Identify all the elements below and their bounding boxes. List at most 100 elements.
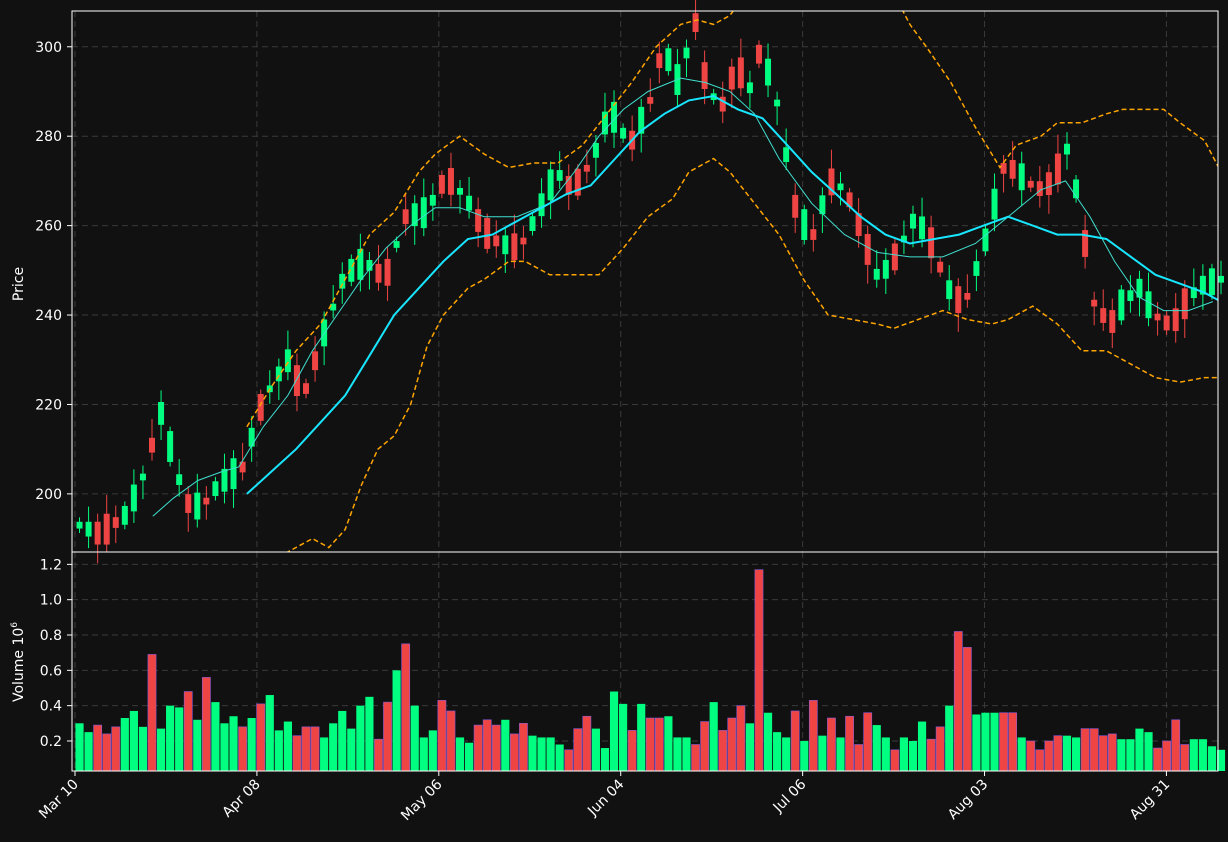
long-ma-line (246, 94, 1218, 495)
volume-bar (455, 737, 465, 771)
volume-bar (546, 737, 555, 771)
candle-body (656, 53, 663, 69)
candle (1190, 268, 1197, 307)
candle-body (973, 261, 980, 276)
candle-body (221, 468, 228, 492)
volume-bar (256, 703, 266, 772)
candle (194, 473, 201, 528)
candle (783, 128, 790, 171)
candle-body (837, 183, 844, 191)
volume-bar (654, 717, 664, 772)
volume-bar (962, 647, 972, 772)
candle (1118, 285, 1125, 325)
candle (1127, 275, 1134, 313)
candle (538, 178, 545, 228)
candle-body (719, 96, 726, 112)
candle-body (755, 44, 762, 64)
volume-bar (419, 737, 428, 771)
candle-body (928, 227, 935, 259)
candle-body (1199, 275, 1206, 295)
volume-axis-label-text: Volume 10 (11, 628, 27, 702)
candle-body (937, 261, 944, 273)
candle (1136, 270, 1143, 317)
candle-body (112, 517, 119, 528)
candle (167, 426, 174, 467)
candle-body (1190, 287, 1197, 299)
volume-bar (365, 696, 374, 771)
candle-body (1000, 163, 1007, 174)
volume-bar (555, 744, 564, 771)
candle (928, 215, 935, 274)
candle-body (393, 241, 400, 248)
volume-bar (1207, 746, 1217, 771)
candle-body (429, 194, 436, 206)
candle-body (1172, 308, 1179, 332)
candle-body (774, 99, 781, 107)
candle (438, 170, 445, 199)
candle-body (909, 213, 916, 229)
candle-body (556, 170, 563, 181)
volume-bar (183, 691, 193, 772)
volume-bar (473, 724, 483, 772)
candle-body (103, 513, 110, 545)
candle (121, 501, 128, 530)
candle (1018, 151, 1025, 206)
candle (411, 195, 418, 245)
candle (701, 50, 708, 105)
candle (964, 274, 971, 308)
volume-bar (446, 710, 456, 772)
volume-bar (120, 718, 129, 771)
volume-bar (102, 733, 112, 772)
volume-bar (763, 712, 773, 771)
volume-bar (229, 716, 238, 771)
candle-body (1045, 172, 1052, 196)
volume-bar (808, 700, 818, 772)
volume-bar (1089, 728, 1099, 772)
price-tick-label: 260 (35, 219, 62, 235)
price-tick-label: 280 (35, 129, 62, 145)
candle-body (683, 47, 690, 59)
volume-bar (329, 723, 338, 771)
volume-bar (1080, 728, 1090, 772)
candle-body (339, 273, 346, 289)
candle (583, 149, 590, 184)
volume-bar (582, 715, 592, 772)
volume-bar (274, 730, 283, 771)
candle (873, 250, 880, 288)
upper-band-line (246, 11, 1218, 428)
candle (520, 226, 527, 260)
candle-body (1127, 290, 1134, 302)
candle (375, 245, 382, 291)
volume-bars (75, 569, 1226, 772)
volume-bar (238, 726, 247, 772)
volume-bar (773, 732, 782, 771)
candle-body (783, 147, 790, 163)
candle (638, 98, 645, 153)
volume-bar (247, 718, 256, 771)
candle-body (728, 66, 735, 90)
volume-bar (709, 702, 718, 771)
candle-body (85, 521, 92, 537)
volume-bar (627, 730, 637, 772)
candle-body (1027, 180, 1034, 188)
volume-tick-label: 1.2 (40, 557, 62, 573)
candle (275, 358, 282, 401)
volume-bar (1180, 744, 1190, 772)
candle (737, 38, 744, 97)
candle-body (121, 505, 128, 525)
volume-bar (1017, 737, 1026, 771)
candle-body (1054, 153, 1061, 185)
volume-bar (800, 740, 809, 771)
candle (1036, 166, 1043, 208)
candle-body (520, 237, 527, 245)
candle-body (574, 168, 581, 196)
candle (882, 248, 889, 294)
volume-bar (1044, 740, 1054, 772)
candle-body (212, 481, 219, 497)
volume-panel-frame (71, 551, 1219, 772)
candle (1218, 260, 1224, 295)
volume-bar (265, 695, 274, 771)
candle (556, 151, 563, 189)
candle-body (493, 235, 500, 247)
